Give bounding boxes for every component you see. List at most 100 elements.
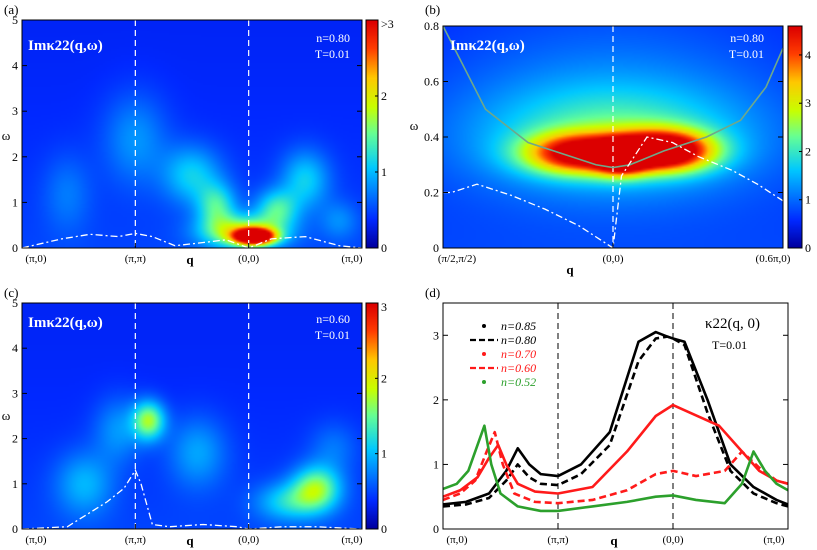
- legend-swatch: [482, 352, 486, 356]
- panel-c-heatmap: [21, 303, 363, 530]
- x-tick-label: (π,π): [125, 534, 147, 546]
- panel-label-a: (a): [4, 2, 18, 17]
- panel-c-param-t: T=0.01: [315, 328, 350, 342]
- colorbar-tick-label: 3: [805, 96, 811, 110]
- x-tick-label: (π,0): [25, 534, 46, 546]
- colorbar-tick-label: 0: [381, 241, 387, 255]
- colorbar: [366, 20, 378, 248]
- legend-label: n=0.60: [501, 361, 536, 375]
- panel-a-axes: 0 1 2 3 4 5 (π,0) (π,π) (0,0) (π,0) 0 1 2 >3: [12, 13, 394, 265]
- y-tick-label: 0.8: [424, 19, 439, 33]
- x-tick-label: (π/2,π/2): [438, 253, 477, 265]
- y-tick-label: 2: [12, 150, 18, 164]
- colorbar-tick-label: 0: [805, 241, 811, 255]
- panel-b-param-n: n=0.80: [730, 31, 764, 45]
- colorbar-tick-label: 2: [805, 144, 811, 158]
- y-tick-label: 3: [12, 104, 18, 118]
- panel-a-param-t: T=0.01: [315, 47, 350, 61]
- y-tick-label: 5: [12, 296, 18, 310]
- panel-b: (b) 00.20.40.60.8(π/2,π/2) (0,0) (0.6π,0)0…: [410, 2, 811, 277]
- colorbar-tick-label: 1: [381, 165, 387, 179]
- dispersion-solid-curve: [442, 25, 784, 169]
- panel-c-title: Imκ22(q,ω): [28, 315, 103, 331]
- x-tick-label: (π,0): [25, 253, 46, 265]
- colorbar-tick-label: >3: [381, 17, 394, 31]
- panel-a-title: Imκ22(q,ω): [28, 38, 103, 54]
- y-tick-label: 4: [12, 59, 18, 73]
- panel-b-param-t: T=0.01: [729, 47, 764, 61]
- panel-d-legend: n=0.85n=0.80n=0.70n=0.60n=0.52: [470, 319, 536, 389]
- y-tick-label: 0.2: [424, 186, 439, 200]
- legend-label: n=0.52: [501, 375, 536, 389]
- colorbar-tick-label: 2: [381, 371, 387, 385]
- plot-frame: [442, 302, 789, 530]
- y-tick-label: 2: [12, 432, 18, 446]
- y-tick-label: 5: [12, 13, 18, 27]
- panel-a-heatmap: [21, 20, 363, 249]
- x-tick-label: (0,0): [602, 253, 623, 265]
- plot-frame: [21, 302, 363, 530]
- y-tick-label: 0.6: [424, 75, 439, 89]
- colorbar-tick-label: 1: [381, 447, 387, 461]
- continuum-edge-curve: [21, 468, 363, 530]
- y-tick-label: 2: [433, 393, 439, 407]
- colorbar: [788, 26, 802, 248]
- colorbar-tick-label: 1: [805, 193, 811, 207]
- colorbar-tick-label: 4: [805, 48, 811, 62]
- panel-d: (d) 0 1 2 3 (π,0) (π,π) (0,0) (π,0) n=0.85n=0.8…: [425, 285, 789, 548]
- y-tick-label: 1: [12, 195, 18, 209]
- series-line-n-0-70: [442, 403, 789, 498]
- panel-b-title: Imκ22(q,ω): [450, 38, 525, 54]
- y-tick-label: 0: [433, 522, 439, 536]
- series-line-n-0-80: [442, 335, 789, 508]
- panel-label-c: (c): [4, 285, 18, 300]
- colorbar-tick-label: 2: [381, 89, 387, 103]
- y-tick-label: 3: [433, 328, 439, 342]
- panel-b-xlabel: q: [566, 262, 574, 277]
- continuum-edge-curve: [21, 232, 363, 249]
- legend-swatch: [482, 380, 486, 384]
- colorbar-frame: [787, 25, 803, 249]
- x-tick-label: (π,π): [125, 253, 147, 265]
- y-tick-label: 3: [12, 386, 18, 400]
- panel-c-ylabel: ω: [2, 408, 11, 423]
- heatmap-image: [22, 303, 362, 529]
- x-tick-label: (0.6π,0): [756, 253, 791, 265]
- panel-a-ylabel: ω: [2, 128, 11, 143]
- legend-label: n=0.70: [501, 347, 536, 361]
- x-tick-label: (0,0): [662, 534, 683, 546]
- panel-a: (a) 0 1 2 3 4 5 (π,0) (π,π) (0,0) (π,0) 0 1 2 >3 Imκ2…: [2, 2, 394, 267]
- x-tick-label: (π,π): [547, 534, 569, 546]
- x-tick-label: (π,0): [341, 253, 362, 265]
- y-tick-label: 1: [12, 477, 18, 491]
- panel-a-xlabel: q: [186, 252, 194, 267]
- plot-frame: [21, 19, 363, 249]
- y-tick-label: 0: [433, 241, 439, 255]
- series-line-n-0-60: [442, 430, 789, 505]
- panel-b-axes: 0 0.2 0.4 0.6 0.8 (π/2,π/2) (0,0) (0.6π,0) 0 1 2 3 4: [424, 19, 811, 265]
- panel-c-param-n: n=0.60: [316, 312, 350, 326]
- x-tick-label: (π,0): [763, 534, 784, 546]
- panel-d-title: κ22(q, 0): [705, 316, 760, 332]
- y-tick-label: 0: [12, 522, 18, 536]
- legend-label: n=0.85: [501, 319, 536, 333]
- panel-d-axes: 0 1 2 3 (π,0) (π,π) (0,0) (π,0): [433, 302, 789, 546]
- series-line-n-0-52: [442, 424, 789, 513]
- heatmap-image: [22, 20, 362, 248]
- panel-d-param-t: T=0.01: [712, 338, 747, 352]
- colorbar-tick-label: 0: [381, 522, 387, 536]
- y-tick-label: 0.4: [424, 130, 439, 144]
- panel-c-axes: 0 1 2 3 4 5 (π,0) (π,π) (0,0) (π,0) 0 1 2 3: [12, 296, 387, 546]
- panel-label-d: (d): [425, 285, 440, 300]
- panel-d-xlabel: q: [610, 533, 618, 548]
- panel-b-ylabel: ω: [410, 118, 419, 133]
- panel-d-lines: [442, 303, 789, 529]
- colorbar-tick-label: 3: [381, 300, 387, 314]
- x-tick-label: (π,0): [341, 534, 362, 546]
- colorbar-frame: [365, 19, 379, 249]
- x-tick-label: (π,0): [446, 534, 467, 546]
- panel-c: (c) 0 1 2 3 4 5 (π,0) (π,π) (0,0) (π,0) 0 1 2 3 Imκ22…: [2, 285, 387, 548]
- panel-c-xlabel: q: [186, 533, 194, 548]
- panel-a-param-n: n=0.80: [316, 31, 350, 45]
